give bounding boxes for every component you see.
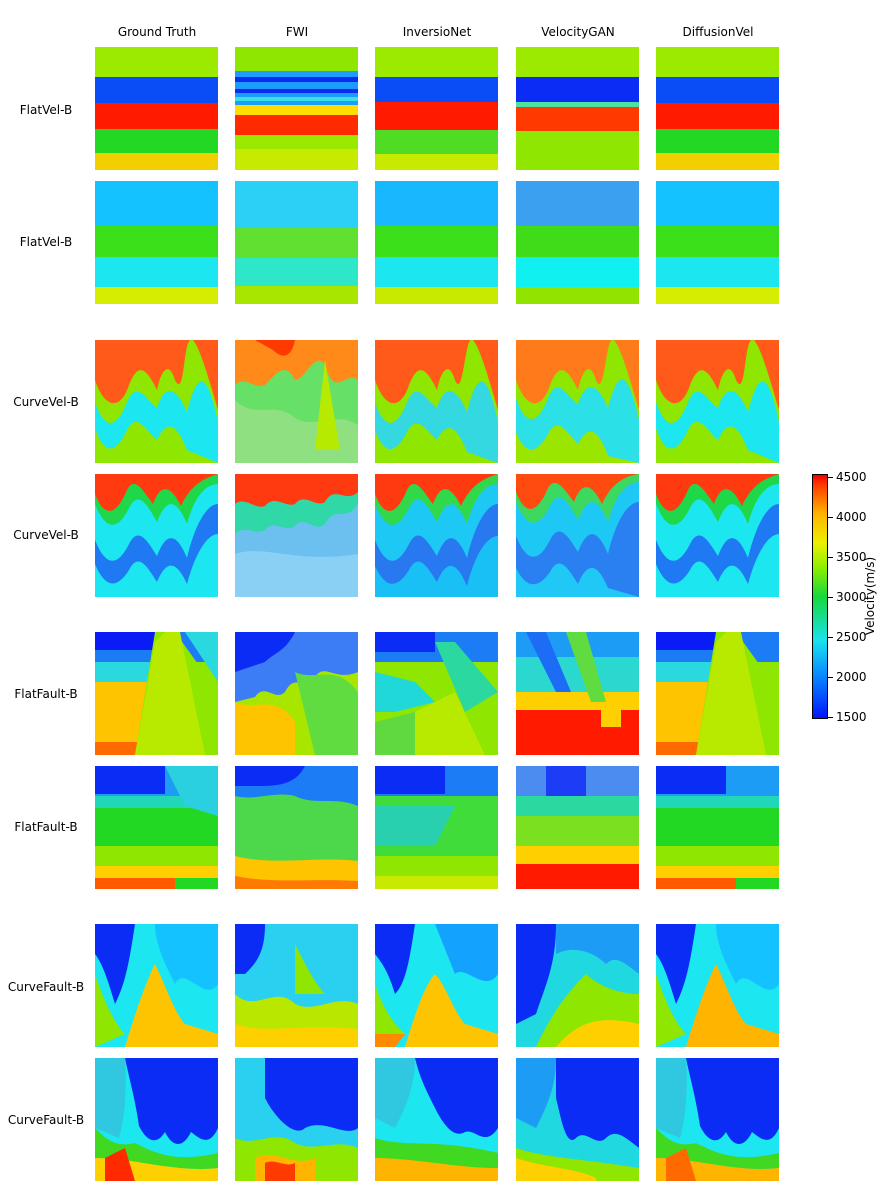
panel-flatfault-b-1-velocitygan (516, 632, 639, 755)
panel-curvefault-b-1-velocitygan (516, 924, 639, 1047)
row-label-curvevel-b-1: CurveVel-B (13, 395, 79, 409)
panel-flatvel-b-2-diffusionvel (656, 181, 779, 304)
colorbar-title: Velocity(m/s) (863, 556, 877, 636)
panel-curvefault-b-2-inversionet (375, 1058, 498, 1181)
panel-curvefault-b-1-fwi (235, 924, 358, 1047)
colorbar-tick (828, 517, 833, 518)
panel-curvefault-b-1-diffusionvel (656, 924, 779, 1047)
colorbar-tick (828, 557, 833, 558)
colorbar-tick-label: 1500 (836, 710, 867, 724)
panel-flatvel-b-1-diffusionvel (656, 47, 779, 170)
panel-flatvel-b-1-velocitygan (516, 47, 639, 170)
row-label-curvevel-b-2: CurveVel-B (13, 528, 79, 542)
panel-curvevel-b-2-ground-truth (95, 474, 218, 597)
panel-flatvel-b-2-velocitygan (516, 181, 639, 304)
panel-curvevel-b-1-velocitygan (516, 340, 639, 463)
column-label-velocitygan: VelocityGAN (541, 25, 615, 39)
column-label-inversionet: InversioNet (402, 25, 472, 39)
panel-flatfault-b-2-fwi (235, 766, 358, 889)
row-label-flatvel-b-1: FlatVel-B (19, 103, 73, 117)
panel-curvevel-b-2-inversionet (375, 474, 498, 597)
panel-flatfault-b-2-diffusionvel (656, 766, 779, 889)
colorbar-tick (828, 677, 833, 678)
row-label-flatvel-b-2: FlatVel-B (19, 235, 73, 249)
panel-flatvel-b-1-ground-truth (95, 47, 218, 170)
velocity-colorbar (812, 474, 828, 719)
colorbar-tick-label: 2500 (836, 630, 867, 644)
panel-flatfault-b-1-fwi (235, 632, 358, 755)
colorbar-tick (828, 477, 833, 478)
panel-flatvel-b-2-inversionet (375, 181, 498, 304)
row-label-flatfault-b-2: FlatFault-B (14, 820, 78, 834)
colorbar-tick-label: 4000 (836, 510, 867, 524)
colorbar-tick-label: 2000 (836, 670, 867, 684)
panel-curvefault-b-2-fwi (235, 1058, 358, 1181)
panel-curvefault-b-1-ground-truth (95, 924, 218, 1047)
row-label-flatfault-b-1: FlatFault-B (14, 687, 78, 701)
panel-flatfault-b-1-diffusionvel (656, 632, 779, 755)
panel-flatfault-b-1-inversionet (375, 632, 498, 755)
panel-curvevel-b-1-fwi (235, 340, 358, 463)
colorbar-tick-label: 4500 (836, 470, 867, 484)
panel-flatvel-b-1-inversionet (375, 47, 498, 170)
column-label-ground-truth: Ground Truth (117, 25, 197, 39)
panel-flatfault-b-1-ground-truth (95, 632, 218, 755)
panel-flatfault-b-2-velocitygan (516, 766, 639, 889)
panel-curvevel-b-2-fwi (235, 474, 358, 597)
panel-curvefault-b-1-inversionet (375, 924, 498, 1047)
panel-curvefault-b-2-diffusionvel (656, 1058, 779, 1181)
panel-curvefault-b-2-velocitygan (516, 1058, 639, 1181)
row-label-curvefault-b-2: CurveFault-B (7, 1113, 85, 1127)
panel-flatfault-b-2-ground-truth (95, 766, 218, 889)
panel-curvevel-b-1-ground-truth (95, 340, 218, 463)
panel-flatvel-b-2-ground-truth (95, 181, 218, 304)
panel-curvevel-b-2-diffusionvel (656, 474, 779, 597)
row-label-curvefault-b-1: CurveFault-B (7, 980, 85, 994)
panel-curvefault-b-2-ground-truth (95, 1058, 218, 1181)
panel-curvevel-b-1-diffusionvel (656, 340, 779, 463)
panel-flatvel-b-2-fwi (235, 181, 358, 304)
panel-curvevel-b-2-velocitygan (516, 474, 639, 597)
colorbar-tick (828, 717, 833, 718)
panel-flatvel-b-1-fwi (235, 47, 358, 170)
colorbar-tick-label: 3000 (836, 590, 867, 604)
colorbar-tick (828, 637, 833, 638)
column-label-diffusionvel: DiffusionVel (682, 25, 754, 39)
colorbar-tick-label: 3500 (836, 550, 867, 564)
column-label-fwi: FWI (285, 25, 309, 39)
panel-curvevel-b-1-inversionet (375, 340, 498, 463)
panel-flatfault-b-2-inversionet (375, 766, 498, 889)
colorbar-tick (828, 597, 833, 598)
